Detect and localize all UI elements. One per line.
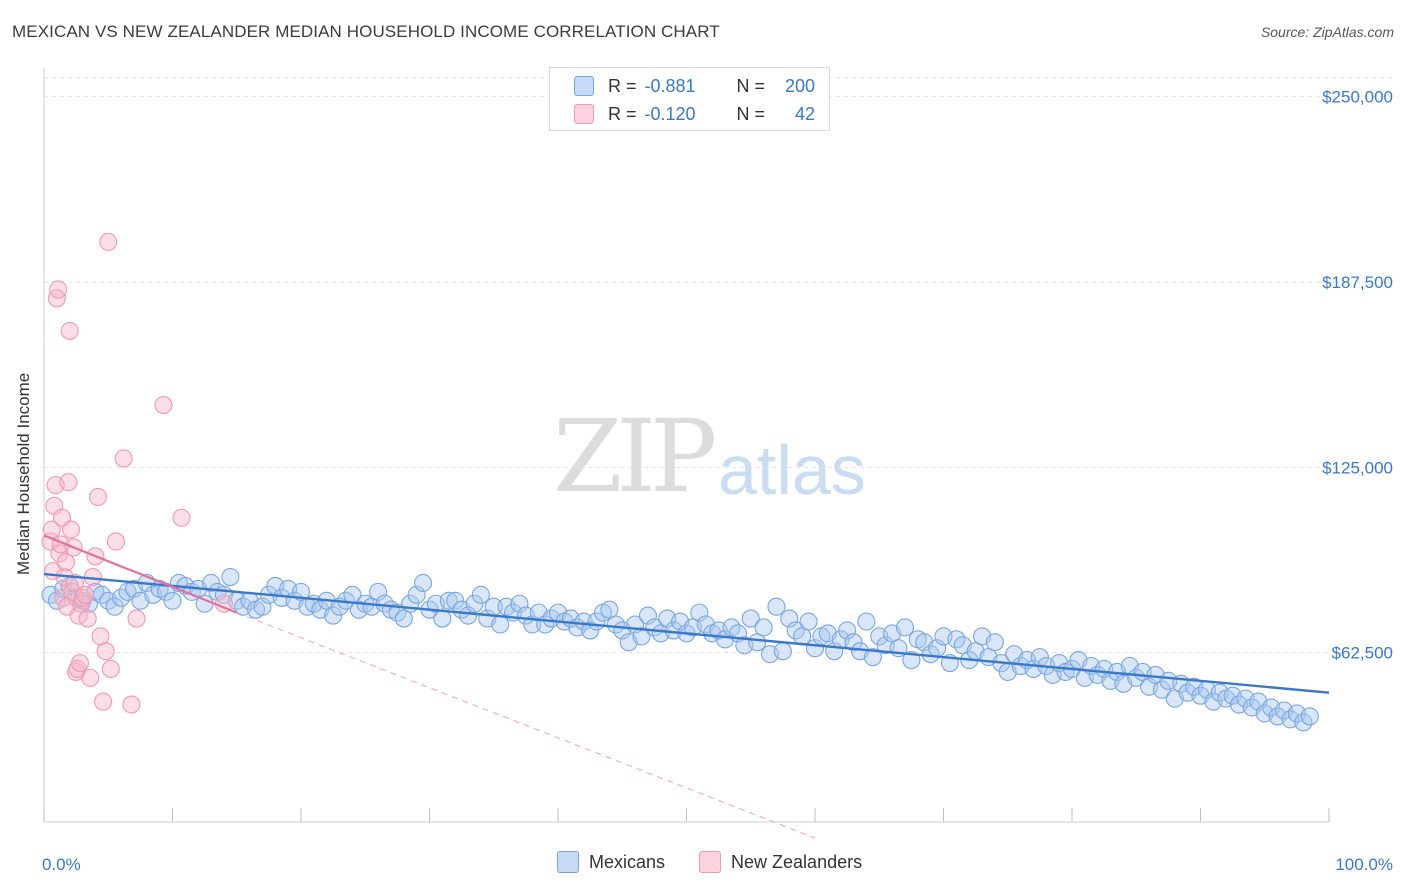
nz-trend-extension bbox=[236, 612, 816, 839]
nz-point bbox=[65, 573, 84, 593]
y-tick-label: $125,000 bbox=[1322, 458, 1393, 477]
legend-row-nz: R = -0.120 N = 42 bbox=[574, 102, 815, 126]
series-swatch-mexicans bbox=[557, 851, 579, 873]
mexican-point bbox=[690, 603, 709, 622]
mexican-point bbox=[433, 609, 452, 628]
y-tick-label: $187,500 bbox=[1322, 273, 1393, 292]
series-swatch-nz bbox=[699, 851, 722, 873]
mexican-point bbox=[1152, 680, 1171, 699]
mexican-point bbox=[780, 609, 799, 628]
legend-r-label: R = bbox=[608, 103, 637, 124]
mexican-point bbox=[857, 612, 876, 631]
nz-point bbox=[101, 659, 120, 679]
mexican-point bbox=[105, 597, 124, 616]
mexican-point bbox=[202, 573, 221, 593]
mexican-point bbox=[446, 591, 465, 610]
mexican-point bbox=[465, 594, 484, 613]
nz-point bbox=[99, 232, 118, 252]
nz-point bbox=[49, 280, 68, 299]
legend-swatch-mexicans bbox=[574, 76, 594, 96]
nz-point bbox=[96, 642, 115, 661]
mexican-point bbox=[324, 606, 343, 625]
mexican-point bbox=[471, 585, 490, 604]
nz-point bbox=[127, 609, 146, 628]
mexican-point bbox=[902, 651, 921, 670]
mexican-point bbox=[369, 582, 388, 601]
nz-point bbox=[76, 585, 95, 604]
mexican-point bbox=[838, 621, 857, 640]
mexican-point bbox=[458, 606, 478, 625]
mexican-point bbox=[863, 648, 882, 667]
nz-point bbox=[81, 668, 100, 687]
mexican-point bbox=[895, 618, 915, 637]
nz-point bbox=[122, 695, 141, 714]
y-tick-label: $250,000 bbox=[1322, 88, 1393, 107]
watermark-atlas: atlas bbox=[718, 431, 866, 509]
legend-swatch-nz bbox=[574, 104, 594, 124]
legend-n-value: 42 bbox=[795, 103, 816, 124]
mexican-point bbox=[632, 627, 651, 646]
nz-point bbox=[70, 653, 90, 673]
legend-row-mexicans: R = -0.881 N = 200 bbox=[574, 74, 815, 98]
stats-legend: R = -0.881 N = 200 R = -0.120 N = 42 bbox=[549, 67, 830, 131]
mexican-point bbox=[799, 612, 818, 631]
nz-point bbox=[54, 588, 73, 607]
source-attribution: Source: ZipAtlas.com bbox=[1260, 24, 1394, 40]
series-label-mexicans: Mexicans bbox=[589, 851, 666, 872]
mexican-point bbox=[773, 642, 792, 661]
mexican-point bbox=[844, 633, 863, 652]
mexican-point bbox=[491, 615, 510, 634]
mexican-point bbox=[1300, 707, 1319, 726]
series-legend-nz[interactable]: New Zealanders bbox=[699, 851, 862, 873]
nz-point bbox=[61, 520, 81, 539]
mexican-point bbox=[253, 597, 272, 616]
watermark-zip: ZIP bbox=[553, 398, 717, 515]
nz-point bbox=[60, 321, 79, 340]
mexican-point bbox=[414, 573, 433, 593]
nz-point bbox=[154, 396, 173, 415]
mexican-point bbox=[638, 606, 658, 625]
mexican-point bbox=[439, 591, 458, 610]
nz-point bbox=[73, 588, 92, 607]
mexican-point bbox=[510, 594, 529, 613]
nz-point bbox=[88, 487, 108, 507]
mexican-point bbox=[574, 612, 593, 631]
nz-point bbox=[56, 553, 75, 572]
nz-point bbox=[94, 692, 113, 711]
mexican-point bbox=[985, 633, 1004, 652]
chart-title: MEXICAN VS NEW ZEALANDER MEDIAN HOUSEHOL… bbox=[12, 22, 720, 41]
legend-r-value: -0.881 bbox=[644, 75, 696, 96]
mexican-point bbox=[767, 597, 786, 616]
y-tick-label: $62,500 bbox=[1332, 644, 1393, 663]
mexican-trend-line bbox=[43, 572, 1330, 694]
legend-n-value: 200 bbox=[784, 75, 816, 96]
nz-point bbox=[59, 473, 78, 492]
legend-r-label: R = bbox=[608, 75, 637, 96]
x-tick-label-min: 0.0% bbox=[42, 855, 81, 874]
legend-n-label: N = bbox=[736, 103, 766, 124]
mexican-point bbox=[581, 621, 600, 640]
legend-r-value: -0.120 bbox=[644, 103, 696, 124]
series-legend: Mexicans New Zealanders bbox=[557, 851, 896, 873]
mexican-point bbox=[163, 591, 182, 610]
x-tick-label-max: 100.0% bbox=[1335, 855, 1393, 874]
nz-point bbox=[106, 532, 126, 551]
legend-n-label: N = bbox=[736, 75, 766, 96]
mexican-point bbox=[754, 618, 773, 637]
nz-point bbox=[172, 508, 191, 527]
series-label-nz: New Zealanders bbox=[731, 851, 863, 872]
nz-point bbox=[114, 449, 133, 468]
mexican-point bbox=[221, 568, 240, 587]
mexican-point bbox=[407, 585, 426, 604]
mexican-point bbox=[741, 609, 760, 628]
nz-point bbox=[78, 609, 97, 628]
nz-trend-line bbox=[43, 534, 238, 614]
series-legend-mexicans[interactable]: Mexicans bbox=[557, 851, 665, 873]
